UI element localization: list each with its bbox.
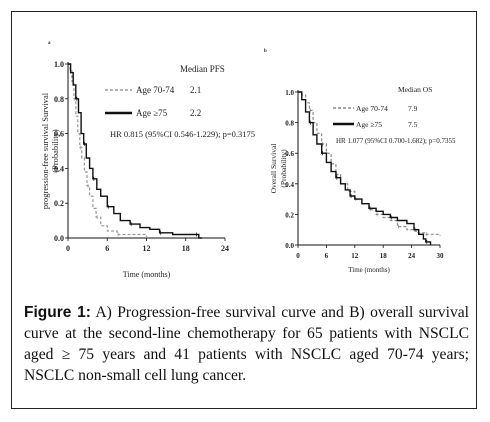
hazard-ratio-annotation: HR 0.815 (95%CI 0.546-1.229); p=0.3175 xyxy=(110,129,255,139)
y-tick-label: 0.0 xyxy=(285,242,294,250)
y-axis-title: progression-free survival Survival xyxy=(40,92,50,209)
x-tick-label: 6 xyxy=(325,252,329,260)
panel-label: a xyxy=(48,41,51,46)
series-line-age-75-plus xyxy=(298,91,432,245)
series-line-age-70-74 xyxy=(298,91,441,236)
legend-label: Age ≥75 xyxy=(136,108,168,118)
legend-header: Median OS xyxy=(398,85,432,94)
x-tick-label: 24 xyxy=(221,244,229,253)
x-tick-label: 30 xyxy=(437,252,445,260)
x-axis-title: Time (months) xyxy=(123,270,171,279)
hazard-ratio-annotation: HR 1.077 (95%CI 0.700-1.682); p=0.7355 xyxy=(336,137,456,145)
y-tick-label: 0.4 xyxy=(54,164,64,173)
x-tick-label: 0 xyxy=(66,244,70,253)
x-tick-label: 18 xyxy=(380,252,388,260)
y-tick-label: 0.6 xyxy=(285,150,294,158)
legend-label: Age ≥75 xyxy=(356,120,382,129)
y-axis-title: (Probability) xyxy=(279,149,288,188)
x-tick-label: 12 xyxy=(143,244,151,253)
legend-label: Age 70-74 xyxy=(356,104,388,113)
y-tick-label: 0.2 xyxy=(285,211,294,219)
y-tick-label: 1.0 xyxy=(285,89,294,97)
y-tick-label: 0.8 xyxy=(54,95,64,104)
y-axis-title: Overall Survival xyxy=(269,144,278,194)
legend-label: Age 70-74 xyxy=(136,85,175,95)
y-tick-label: 0.6 xyxy=(54,130,64,139)
x-tick-label: 6 xyxy=(105,244,109,253)
y-tick-label: 0.0 xyxy=(54,234,64,243)
series-line-age-70-74 xyxy=(68,63,148,238)
y-tick-label: 0.2 xyxy=(54,199,64,208)
y-tick-label: 0.4 xyxy=(285,181,294,189)
x-tick-label: 18 xyxy=(182,244,190,253)
legend-median-value: 7.5 xyxy=(408,120,418,129)
figure-frame xyxy=(11,11,477,409)
survival-charts: a 0.0 0.2 0.4 0.6 0.8 1.0 0 6 12 18 24 Time (months)… xyxy=(40,41,456,279)
figure-caption: Figure 1: A) Progression-free survival c… xyxy=(24,302,469,386)
x-tick-label: 12 xyxy=(351,252,359,260)
x-tick-label: 24 xyxy=(408,252,416,260)
y-tick-label: 1.0 xyxy=(54,60,64,69)
panel-label: b xyxy=(264,49,267,54)
series-line-age-75-plus xyxy=(68,63,203,239)
legend-median-value: 2.1 xyxy=(190,85,201,95)
x-tick-label: 0 xyxy=(296,252,300,260)
caption-label: Figure 1: xyxy=(24,304,91,321)
panel-a-pfs: a 0.0 0.2 0.4 0.6 0.8 1.0 0 6 12 18 24 Time (months)… xyxy=(40,41,255,279)
y-tick-label: 0.8 xyxy=(285,120,294,128)
panel-b-os: b 0.0 0.2 0.4 0.6 0.8 1.0 0 6 12 18 24 30 Time (month… xyxy=(264,49,456,274)
x-axis-title: Time (months) xyxy=(348,266,390,274)
legend-median-value: 7.9 xyxy=(408,104,418,113)
legend-header: Median PFS xyxy=(180,64,225,74)
caption-text: A) Progression-free survival curve and B… xyxy=(24,304,469,384)
legend-median-value: 2.2 xyxy=(190,108,201,118)
y-axis-title: (Probability) xyxy=(50,129,60,173)
